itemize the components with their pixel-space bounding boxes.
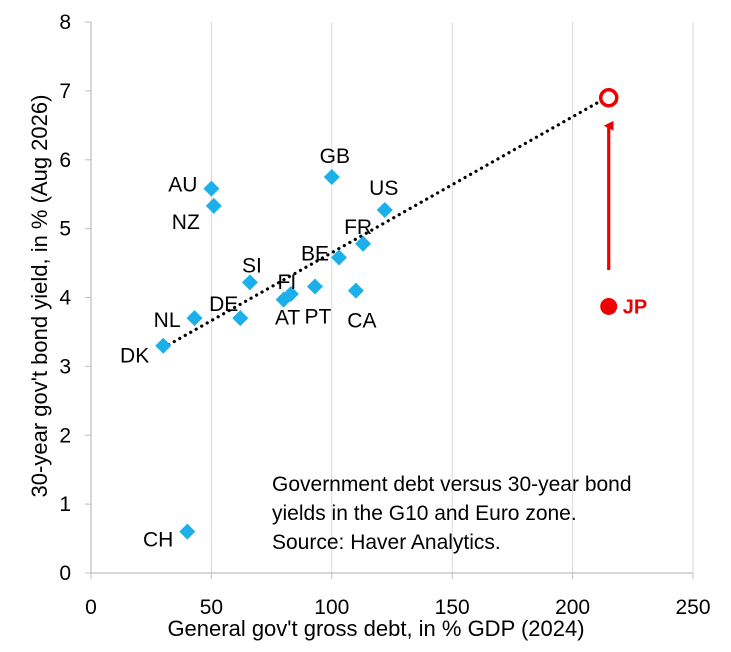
point-label: FI — [278, 271, 297, 294]
point-label: GB — [320, 145, 350, 168]
y-axis-title: 30-year gov't bond yield, in % (Aug 2026… — [27, 95, 52, 498]
x-tick-label: 150 — [435, 596, 470, 619]
point-label-jp: JP — [623, 296, 647, 318]
data-point-gb — [323, 168, 340, 185]
y-tick-label: 7 — [59, 80, 71, 103]
data-point-si — [241, 274, 258, 291]
data-point-nl — [186, 310, 203, 327]
y-tick-label: 6 — [59, 149, 71, 172]
axes: 0 50 100 150 200 250 0 1 2 3 4 5 6 7 8 — [59, 11, 710, 619]
point-label: CH — [143, 529, 173, 552]
data-point-au — [203, 180, 220, 197]
annotation-line: Source: Haver Analytics. — [272, 531, 501, 554]
point-label: CA — [347, 310, 376, 333]
point-label: FR — [344, 216, 372, 239]
x-tick-label: 0 — [85, 596, 97, 619]
data-point-us — [376, 202, 393, 219]
y-tick-label: 5 — [59, 218, 71, 241]
data-point-dk — [155, 337, 172, 354]
gridlines — [210, 22, 694, 573]
point-label: PT — [305, 305, 332, 328]
y-tick-label: 1 — [59, 493, 71, 516]
point-label: AT — [275, 307, 300, 330]
x-axis-title: General gov't gross debt, in % GDP (2024… — [167, 616, 584, 641]
point-label: DK — [120, 345, 149, 368]
point-label: NZ — [172, 211, 200, 234]
point-label: DE — [209, 293, 238, 316]
target-marker-jp — [598, 88, 619, 108]
data-points — [155, 88, 619, 540]
x-tick-label: 100 — [314, 596, 349, 619]
data-point-ch — [179, 523, 196, 540]
y-tick-label: 3 — [59, 355, 71, 378]
point-label: SI — [242, 254, 262, 277]
x-tick-label: 200 — [555, 596, 590, 619]
annotation-line: Government debt versus 30-year bond — [272, 473, 632, 496]
point-label: US — [369, 177, 398, 200]
point-label: BE — [301, 243, 329, 266]
y-tick-label: 4 — [59, 287, 71, 310]
data-point-jp — [600, 297, 618, 315]
data-point-fr — [355, 235, 372, 252]
data-point-fi — [282, 286, 299, 303]
data-point-nz — [205, 197, 222, 214]
point-label: AU — [168, 174, 197, 197]
annotation-line: yields in the G10 and Euro zone. — [272, 502, 577, 525]
x-tick-label: 250 — [675, 596, 710, 619]
x-tick-label: 50 — [200, 596, 223, 619]
data-point-de — [232, 310, 249, 327]
point-label: NL — [154, 309, 181, 332]
y-tick-label: 0 — [59, 562, 71, 585]
data-point-ca — [347, 282, 364, 299]
y-tick-label: 2 — [59, 424, 71, 447]
data-point-be — [331, 249, 348, 266]
data-point-pt — [306, 278, 323, 295]
chart-annotation: Government debt versus 30-year bond yiel… — [272, 470, 722, 557]
y-tick-label: 8 — [59, 11, 71, 34]
